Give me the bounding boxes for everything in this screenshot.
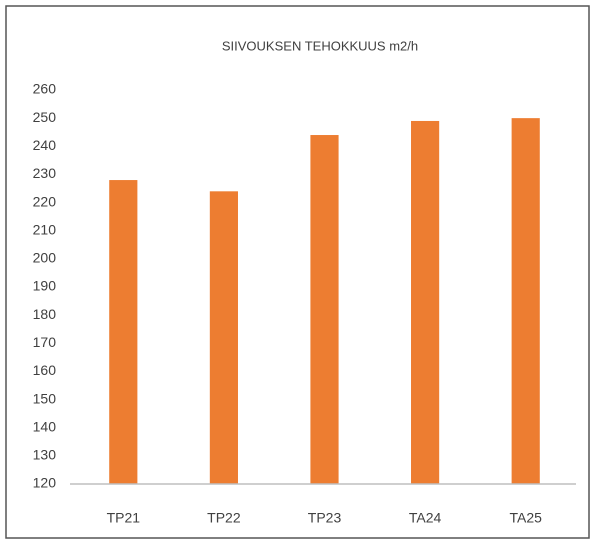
y-tick-label: 260 <box>33 81 57 97</box>
y-tick-label: 220 <box>33 193 57 209</box>
y-tick-label: 190 <box>33 278 57 294</box>
bar <box>411 120 440 484</box>
x-tick-label: TP22 <box>207 510 241 526</box>
bar <box>209 191 238 485</box>
y-tick-label: 130 <box>33 447 57 463</box>
chart-title: SIIVOUKSEN TEHOKKUUS m2/h <box>222 38 418 53</box>
y-tick-label: 160 <box>33 362 57 378</box>
y-tick-label: 180 <box>33 306 57 322</box>
y-tick-label: 170 <box>33 334 57 350</box>
bar <box>109 180 138 485</box>
y-tick-label: 250 <box>33 109 57 125</box>
y-tick-label: 200 <box>33 250 57 266</box>
y-tick-label: 150 <box>33 390 57 406</box>
y-tick-label: 140 <box>33 418 57 434</box>
bar <box>310 135 339 484</box>
x-tick-label: TA24 <box>409 510 442 526</box>
y-tick-label: 120 <box>33 475 57 491</box>
bar <box>511 118 540 485</box>
y-tick-label: 230 <box>33 165 57 181</box>
x-tick-label: TA25 <box>509 510 542 526</box>
y-tick-label: 240 <box>33 137 57 153</box>
x-tick-label: TP23 <box>308 510 342 526</box>
x-tick-label: TP21 <box>107 510 141 526</box>
y-tick-label: 210 <box>33 221 57 237</box>
chart-border <box>5 5 590 539</box>
